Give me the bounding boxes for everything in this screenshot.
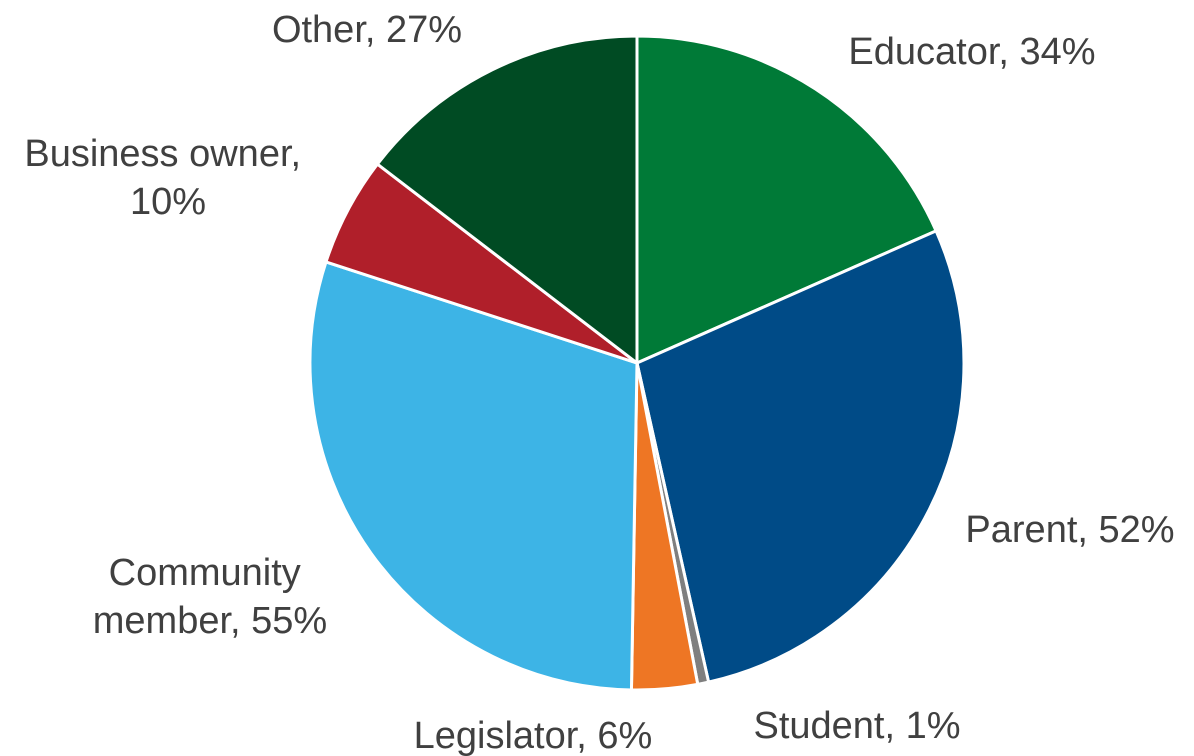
label-business-owner-line1: Business owner, — [24, 133, 301, 175]
label-community-member-line2: member, 55% — [93, 600, 327, 642]
pie-labels: Educator, 34% Parent, 52% Student, 1% Le… — [24, 9, 1174, 756]
label-community-member-line1: Community — [109, 552, 301, 594]
label-business-owner-line2: 10% — [130, 181, 206, 223]
label-community-member: Community member, 55% — [93, 552, 327, 642]
slice-educator — [635, 34, 938, 365]
label-other: Other, 27% — [272, 9, 462, 51]
slice-other — [375, 34, 639, 365]
slice-community-member — [308, 260, 639, 692]
label-parent: Parent, 52% — [965, 509, 1174, 551]
pie-slices — [308, 34, 966, 692]
label-educator: Educator, 34% — [848, 31, 1095, 73]
label-student: Student, 1% — [753, 705, 960, 747]
label-business-owner: Business owner, 10% — [24, 133, 311, 223]
slice-parent — [635, 229, 966, 684]
label-legislator: Legislator, 6% — [414, 715, 653, 756]
